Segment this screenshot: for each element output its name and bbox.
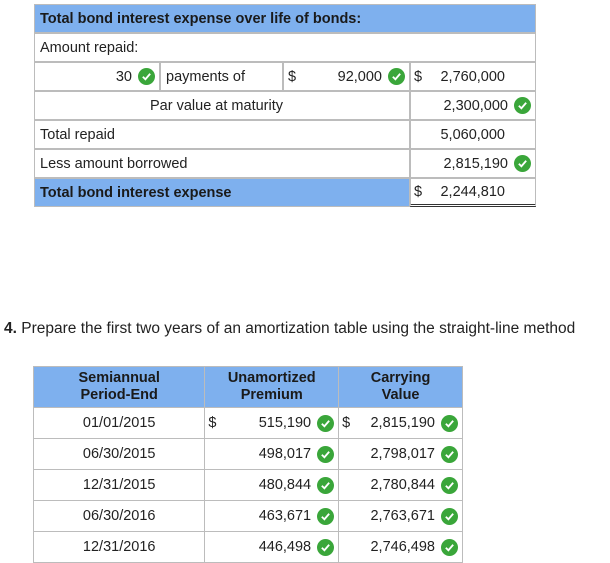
amount-repaid-row: Amount repaid:: [34, 33, 536, 62]
carrying-value: 2,746,498: [370, 539, 435, 555]
check-icon: [317, 476, 335, 494]
check-icon: [317, 538, 335, 556]
total-repaid-label: Total repaid: [34, 120, 410, 149]
carrying-header: Carrying Value: [338, 366, 463, 408]
carrying-field[interactable]: 2,780,844: [338, 469, 463, 501]
premium-currency: $: [208, 415, 217, 431]
check-icon: [317, 445, 335, 463]
carrying-value: 2,798,017: [370, 446, 435, 462]
carrying-currency: $: [342, 415, 351, 431]
amortization-header-row: Semiannual Period-End Unamortized Premiu…: [32, 366, 463, 408]
payment-currency: $: [288, 68, 297, 85]
par-value-field[interactable]: 2,300,000: [410, 91, 536, 120]
period-header-line1: Semiannual: [78, 370, 160, 386]
payments-count-field[interactable]: 30: [34, 62, 160, 91]
check-icon: [138, 68, 155, 85]
total-expense-currency: $: [414, 183, 423, 200]
check-icon: [514, 97, 531, 114]
payment-amount-value: 92,000: [337, 68, 382, 85]
par-value-label: Par value at maturity: [34, 91, 410, 120]
par-value-value: 2,300,000: [443, 97, 508, 114]
check-icon: [514, 155, 531, 172]
payments-total-value: 2,760,000: [440, 68, 505, 85]
amount-repaid-label: Amount repaid:: [34, 33, 536, 62]
premium-value: 480,844: [258, 477, 312, 493]
period-header: Semiannual Period-End: [32, 366, 206, 408]
question-text: Prepare the first two years of an amorti…: [21, 320, 576, 337]
check-icon: [441, 507, 458, 525]
period-date: 06/30/2015: [32, 438, 206, 470]
total-expense-value: 2,244,810: [440, 183, 505, 200]
premium-header-line2: Premium: [240, 387, 303, 403]
question-4: 4. Prepare the first two years of an amo…: [4, 320, 575, 338]
premium-field[interactable]: 498,017: [204, 438, 340, 470]
payments-of-label: payments of: [160, 62, 283, 91]
total-expense-field[interactable]: $ 2,244,810: [410, 178, 536, 207]
table-row: 01/01/2015 $515,190 $2,815,190: [32, 407, 463, 439]
period-header-line2: Period-End: [80, 387, 158, 403]
table-row: 12/31/2016 446,498 2,746,498: [32, 531, 463, 563]
table-row: 06/30/2015 498,017 2,798,017: [32, 438, 463, 470]
carrying-header-line1: Carrying: [370, 370, 431, 386]
check-icon: [441, 414, 458, 432]
premium-value: 515,190: [258, 415, 312, 431]
carrying-header-line2: Value: [381, 387, 420, 403]
amount-borrowed-field[interactable]: 2,815,190: [410, 149, 536, 178]
period-date: 06/30/2016: [32, 500, 206, 532]
premium-field[interactable]: 480,844: [204, 469, 340, 501]
premium-header: Unamortized Premium: [204, 366, 340, 408]
check-icon: [441, 476, 458, 494]
payment-amount-field[interactable]: $ 92,000: [283, 62, 410, 91]
table-row: 12/31/2015 480,844 2,780,844: [32, 469, 463, 501]
carrying-field[interactable]: $2,815,190: [338, 407, 463, 439]
check-icon: [317, 507, 335, 525]
premium-value: 446,498: [258, 539, 312, 555]
premium-field[interactable]: $515,190: [204, 407, 340, 439]
question-number: 4.: [4, 320, 17, 337]
period-date: 12/31/2015: [32, 469, 206, 501]
premium-header-line1: Unamortized: [227, 370, 316, 386]
period-date: 01/01/2015: [32, 407, 206, 439]
table-row: 06/30/2016 463,671 2,763,671: [32, 500, 463, 532]
total-expense-row: Total bond interest expense $ 2,244,810: [34, 178, 536, 207]
premium-field[interactable]: 446,498: [204, 531, 340, 563]
total-repaid-row: Total repaid 5,060,000: [34, 120, 536, 149]
carrying-field[interactable]: 2,746,498: [338, 531, 463, 563]
premium-field[interactable]: 463,671: [204, 500, 340, 532]
carrying-value: 2,763,671: [370, 508, 435, 524]
payments-total-field[interactable]: $ 2,760,000: [410, 62, 536, 91]
check-icon: [441, 445, 458, 463]
check-icon: [441, 538, 458, 556]
carrying-value: 2,815,190: [370, 415, 435, 431]
carrying-field[interactable]: 2,798,017: [338, 438, 463, 470]
total-repaid-value: 5,060,000: [410, 120, 536, 149]
bond-interest-table: Total bond interest expense over life of…: [34, 4, 536, 207]
carrying-field[interactable]: 2,763,671: [338, 500, 463, 532]
less-borrowed-label: Less amount borrowed: [34, 149, 410, 178]
total-expense-label: Total bond interest expense: [34, 178, 410, 207]
par-value-row: Par value at maturity 2,300,000: [34, 91, 536, 120]
premium-value: 463,671: [258, 508, 312, 524]
less-borrowed-row: Less amount borrowed 2,815,190: [34, 149, 536, 178]
check-icon: [388, 68, 405, 85]
bond-interest-header-row: Total bond interest expense over life of…: [34, 4, 536, 33]
payments-total-currency: $: [414, 68, 423, 85]
carrying-value: 2,780,844: [370, 477, 435, 493]
payments-count-value: 30: [115, 68, 132, 85]
payments-row: 30 payments of $ 92,000 $ 2,760,000: [34, 62, 536, 91]
check-icon: [317, 414, 335, 432]
amount-borrowed-value: 2,815,190: [443, 155, 508, 172]
period-date: 12/31/2016: [32, 531, 206, 563]
premium-value: 498,017: [258, 446, 312, 462]
bond-interest-title: Total bond interest expense over life of…: [34, 4, 536, 33]
amortization-table: Semiannual Period-End Unamortized Premiu…: [32, 366, 463, 563]
